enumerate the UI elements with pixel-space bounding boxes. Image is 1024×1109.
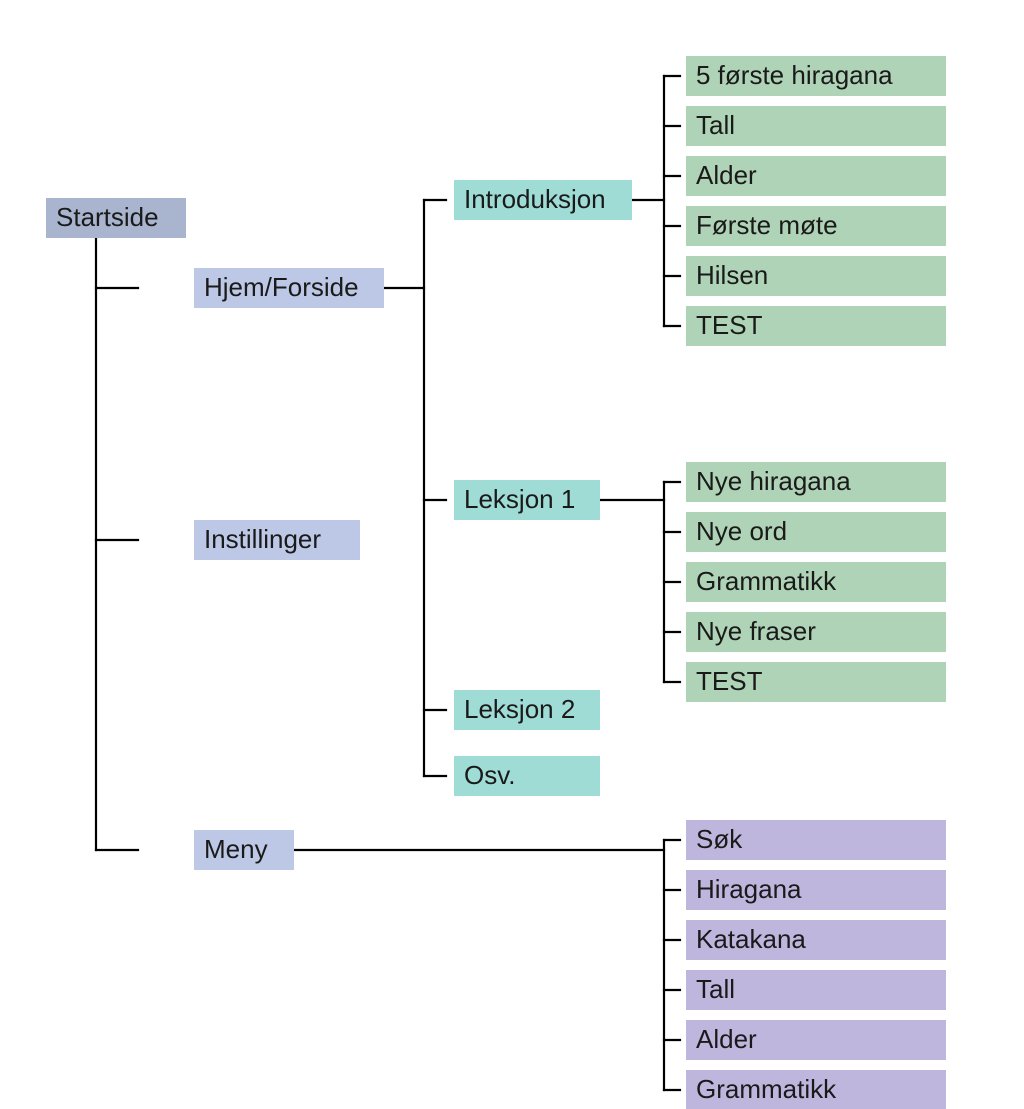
node-meny: Meny	[194, 830, 294, 870]
node-p4: Tall	[686, 970, 946, 1010]
node-label: Hilsen	[696, 260, 768, 290]
node-leks1: Leksjon 1	[454, 480, 600, 520]
node-label: Osv.	[464, 760, 516, 790]
node-label: Meny	[204, 834, 268, 864]
node-label: Alder	[696, 160, 757, 190]
node-label: Søk	[696, 824, 743, 854]
node-g2c: Grammatikk	[686, 562, 946, 602]
node-label: Leksjon 2	[464, 694, 575, 724]
node-label: Grammatikk	[696, 1074, 837, 1104]
nodes: Startside Hjem/Forside Instillinger Meny Int…	[46, 56, 946, 1109]
node-label: Tall	[696, 974, 735, 1004]
node-label: Alder	[696, 1024, 757, 1054]
node-intro: Introduksjon	[454, 180, 632, 220]
node-g1d: Første møte	[686, 206, 946, 246]
node-leks2: Leksjon 2	[454, 690, 600, 730]
node-p3: Katakana	[686, 920, 946, 960]
node-label: Nye ord	[696, 516, 787, 546]
node-g1a: 5 første hiragana	[686, 56, 946, 96]
node-root: Startside	[46, 198, 186, 238]
node-label: Grammatikk	[696, 566, 837, 596]
node-p2: Hiragana	[686, 870, 946, 910]
node-label: Katakana	[696, 924, 806, 954]
node-label: Nye fraser	[696, 616, 816, 646]
node-label: Leksjon 1	[464, 484, 575, 514]
node-label: Instillinger	[204, 524, 321, 554]
node-label: 5 første hiragana	[696, 60, 893, 90]
node-g1c: Alder	[686, 156, 946, 196]
node-label: TEST	[696, 666, 763, 696]
node-g1f: TEST	[686, 306, 946, 346]
node-label: Tall	[696, 110, 735, 140]
node-g2b: Nye ord	[686, 512, 946, 552]
node-label: Hjem/Forside	[204, 272, 359, 302]
node-label: TEST	[696, 310, 763, 340]
node-p1: Søk	[686, 820, 946, 860]
node-label: Første møte	[696, 210, 838, 240]
node-label: Startside	[56, 202, 159, 232]
node-label: Hiragana	[696, 874, 802, 904]
node-instill: Instillinger	[194, 520, 360, 560]
node-g1b: Tall	[686, 106, 946, 146]
node-hjem: Hjem/Forside	[194, 268, 384, 308]
node-p5: Alder	[686, 1020, 946, 1060]
node-label: Introduksjon	[464, 184, 606, 214]
sitemap-diagram: Startside Hjem/Forside Instillinger Meny Int…	[0, 0, 1024, 1109]
node-g2a: Nye hiragana	[686, 462, 946, 502]
node-g1e: Hilsen	[686, 256, 946, 296]
node-g2e: TEST	[686, 662, 946, 702]
node-g2d: Nye fraser	[686, 612, 946, 652]
node-osv: Osv.	[454, 756, 600, 796]
node-label: Nye hiragana	[696, 466, 851, 496]
node-p6: Grammatikk	[686, 1070, 946, 1109]
